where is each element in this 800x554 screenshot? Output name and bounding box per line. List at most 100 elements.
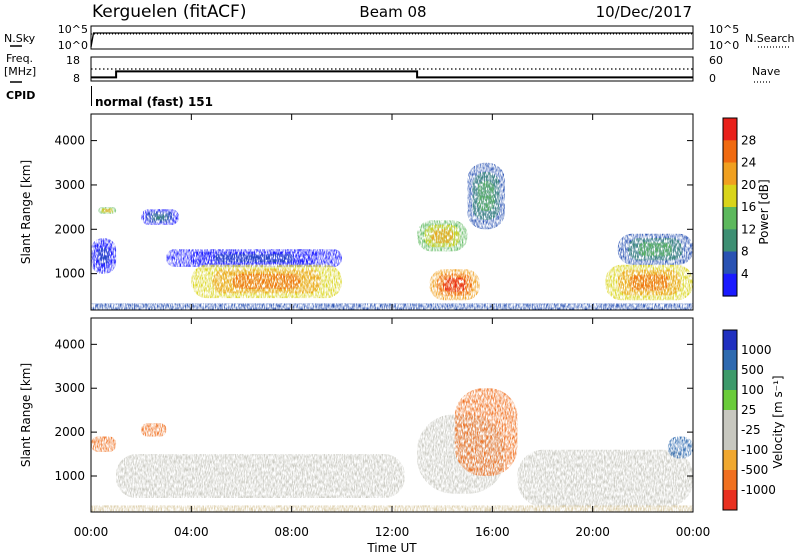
colorbar-swatch bbox=[723, 330, 737, 351]
noise-ytick-top: 10^5 bbox=[58, 23, 88, 36]
power-scatter bbox=[91, 162, 693, 310]
time-tick-label: 12:00 bbox=[375, 525, 410, 539]
time-tick-label: 16:00 bbox=[475, 525, 510, 539]
scatter-region bbox=[443, 277, 466, 292]
noise-panel-frame bbox=[90, 25, 694, 50]
power-panel-frame bbox=[90, 113, 694, 311]
freq-panel: 18 8 60 0 bbox=[66, 54, 723, 85]
colorbar-tick-label: -500 bbox=[741, 463, 768, 477]
cpid-text: normal (fast) 151 bbox=[95, 95, 213, 109]
time-tick-label: 04:00 bbox=[174, 525, 209, 539]
colorbar-tick-label: 4 bbox=[741, 267, 749, 281]
colorbar-swatch bbox=[723, 450, 737, 471]
colorbar-tick-label: 500 bbox=[741, 363, 764, 377]
range-tick-label: 1000 bbox=[54, 267, 85, 281]
velocity-yticks: 1000 2000 3000 4000 bbox=[54, 337, 693, 483]
colorbar-tick-label: 24 bbox=[741, 156, 756, 170]
range-tick-label: 3000 bbox=[54, 381, 85, 395]
colorbar-swatch bbox=[723, 273, 737, 297]
time-axis: 00:00 04:00 08:00 12:00 16:00 20:00 00:00 bbox=[74, 114, 711, 539]
date-title: 10/Dec/2017 bbox=[596, 3, 692, 21]
noise-panel: 10^5 10^0 10^5 10^0 bbox=[58, 23, 739, 52]
freq-label: Freq. bbox=[6, 52, 33, 65]
power-ylabel: Slant Range [km] bbox=[19, 160, 33, 264]
range-tick-label: 3000 bbox=[54, 178, 85, 192]
scatter-region bbox=[91, 436, 117, 452]
velocity-colorbar: 1000 500 100 25 -25 -100 -500 -1000 bbox=[722, 329, 776, 511]
colorbar-frame bbox=[722, 329, 738, 511]
noise-ytick-bottom: 10^0 bbox=[58, 39, 88, 52]
colorbar-tick-label: 16 bbox=[741, 200, 756, 214]
freq-rtick-top: 60 bbox=[709, 54, 723, 67]
time-tick-label: 00:00 bbox=[676, 525, 711, 539]
range-tick-label: 2000 bbox=[54, 425, 85, 439]
freq-rtick-bottom: 0 bbox=[709, 72, 716, 85]
colorbar-swatch bbox=[723, 410, 737, 431]
scatter-region bbox=[629, 274, 669, 291]
nave-label: Nave bbox=[752, 65, 780, 78]
colorbar-swatch bbox=[723, 390, 737, 411]
beam-title: Beam 08 bbox=[359, 3, 426, 21]
nsearch-label: N.Search bbox=[745, 32, 795, 45]
colorbar-swatch bbox=[723, 118, 737, 141]
colorbar-frame bbox=[722, 117, 738, 297]
freq-unit-label: [MHz] bbox=[4, 65, 36, 78]
range-tick-label: 1000 bbox=[54, 469, 85, 483]
time-tick-label: 20:00 bbox=[575, 525, 610, 539]
velocity-scatter bbox=[91, 388, 693, 512]
colorbar-swatch bbox=[723, 229, 737, 253]
scatter-region bbox=[517, 449, 693, 507]
power-panel: 1000 2000 3000 4000 Slant Range [km] bbox=[19, 113, 694, 311]
velocity-colorbar-label: Velocity [m s⁻¹] bbox=[771, 375, 785, 468]
cpid-label: CPID bbox=[6, 89, 35, 102]
nsky-line bbox=[90, 32, 693, 48]
power-colorbar-label: Power [dB] bbox=[757, 179, 771, 244]
colorbar-swatch bbox=[723, 490, 737, 511]
colorbar-tick-label: -25 bbox=[741, 423, 761, 437]
scatter-region bbox=[116, 454, 405, 498]
range-tick-label: 4000 bbox=[54, 337, 85, 351]
colorbar-tick-label: 1000 bbox=[741, 343, 772, 357]
colorbar-tick-label: 12 bbox=[741, 222, 756, 236]
power-yticks: 1000 2000 3000 4000 bbox=[54, 134, 693, 281]
colorbar-tick-label: 20 bbox=[741, 178, 756, 192]
colorbar-tick-label: -1000 bbox=[741, 483, 776, 497]
colorbar-swatch bbox=[723, 140, 737, 164]
velocity-ylabel: Slant Range [km] bbox=[19, 363, 33, 467]
freq-ytick-bottom: 8 bbox=[73, 72, 80, 85]
freq-line bbox=[91, 70, 693, 79]
colorbar-swatch bbox=[723, 370, 737, 391]
scatter-region bbox=[454, 388, 518, 476]
freq-ytick-top: 18 bbox=[66, 54, 80, 67]
colorbar-swatch bbox=[723, 184, 737, 208]
scatter-region bbox=[638, 242, 673, 257]
colorbar-swatch bbox=[723, 430, 737, 451]
velocity-panel: 1000 2000 3000 4000 Slant Range [km] bbox=[19, 317, 694, 513]
colorbar-tick-label: 25 bbox=[741, 403, 756, 417]
scatter-region bbox=[214, 254, 294, 263]
colorbar-swatch bbox=[723, 207, 737, 230]
nsky-label: N.Sky bbox=[4, 32, 36, 45]
scatter-region bbox=[103, 209, 112, 212]
station-title: Kerguelen (fitACF) bbox=[92, 2, 246, 22]
colorbar-swatch bbox=[723, 251, 737, 275]
scatter-region bbox=[477, 181, 495, 211]
colorbar-swatch bbox=[723, 162, 737, 186]
scatter-region bbox=[97, 247, 110, 264]
noise-rtick-top: 10^5 bbox=[709, 23, 739, 36]
scatter-region bbox=[232, 273, 301, 289]
colorbar-tick-label: 8 bbox=[741, 245, 749, 259]
time-tick-label: 08:00 bbox=[274, 525, 309, 539]
colorbar-tick-label: 100 bbox=[741, 383, 764, 397]
scatter-region bbox=[430, 229, 454, 243]
scatter-region bbox=[141, 423, 167, 437]
range-tick-label: 2000 bbox=[54, 222, 85, 236]
time-axis-label: Time UT bbox=[366, 541, 417, 554]
range-tick-label: 4000 bbox=[54, 134, 85, 148]
colorbar-swatch bbox=[723, 350, 737, 371]
noise-rtick-bottom: 10^0 bbox=[709, 39, 739, 52]
time-tick-label: 00:00 bbox=[74, 525, 109, 539]
colorbar-swatch bbox=[723, 470, 737, 491]
scatter-region bbox=[151, 213, 169, 221]
